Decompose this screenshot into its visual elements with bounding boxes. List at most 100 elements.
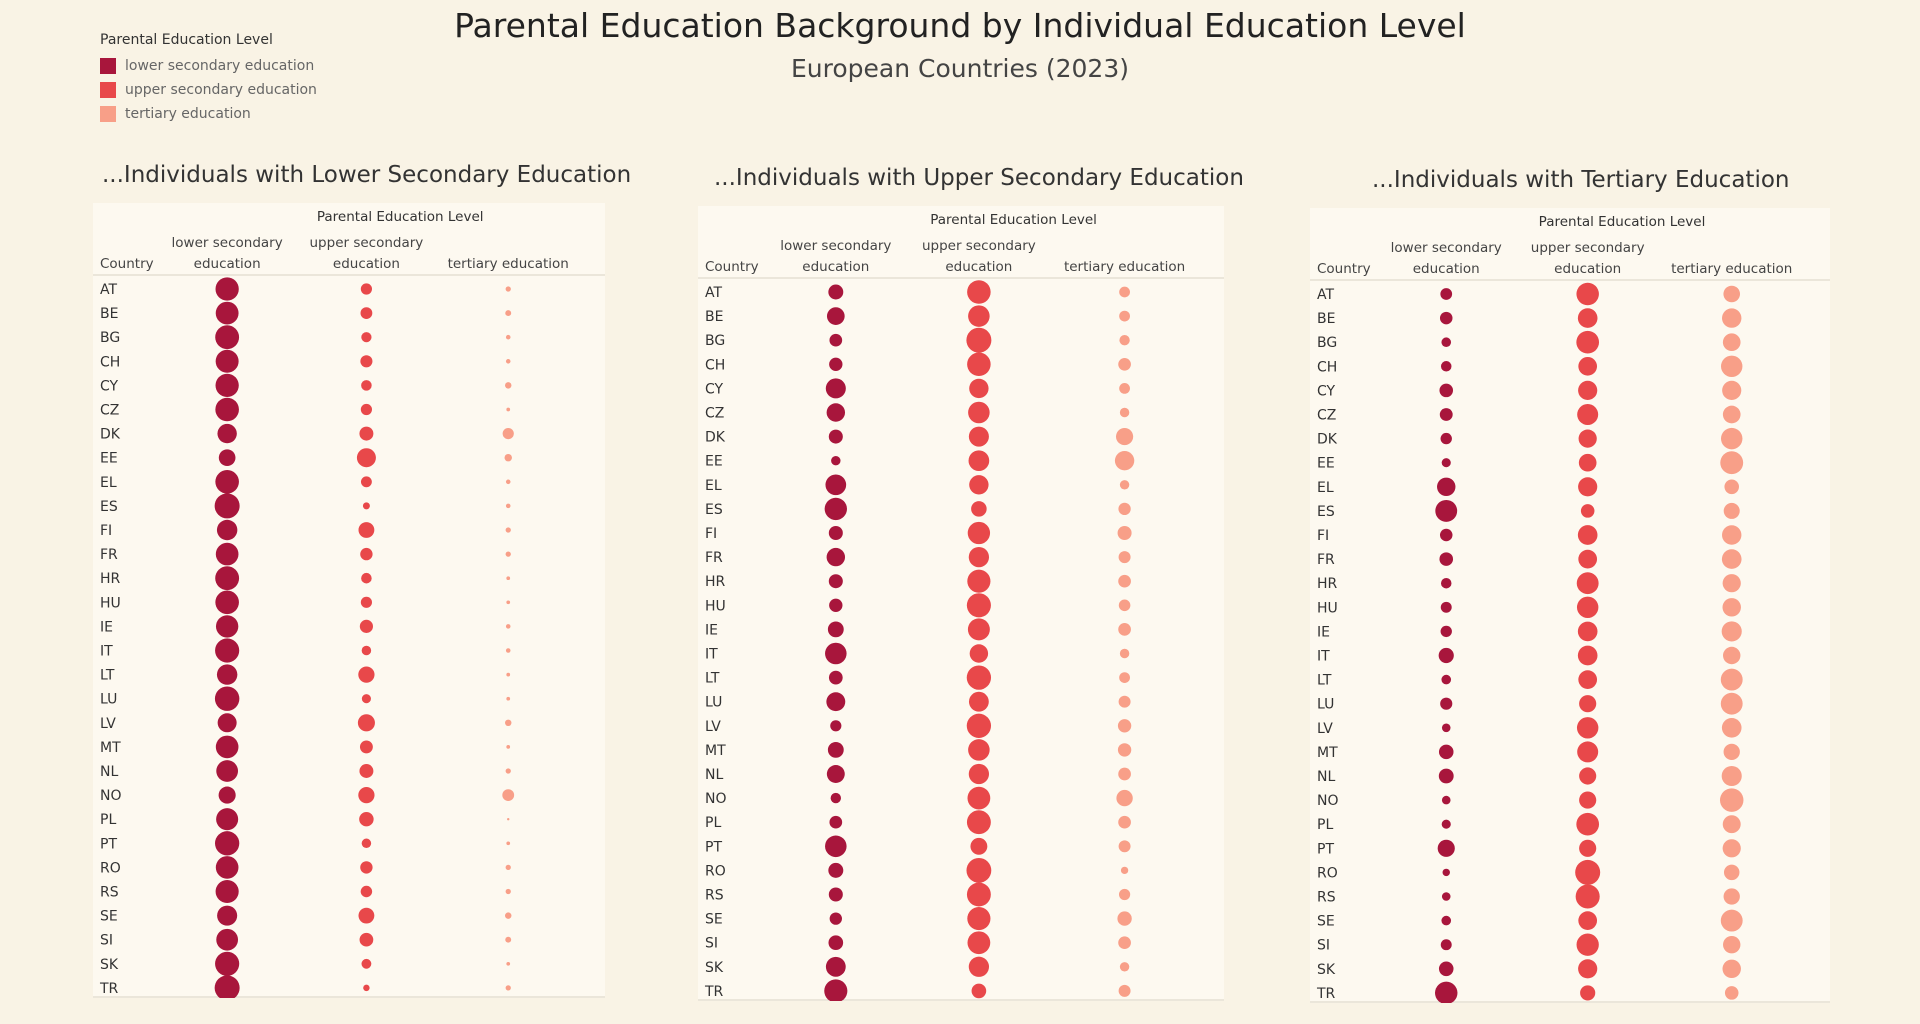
bubble-pl-lower-secondary[interactable]: [829, 815, 843, 829]
bubble-ie-upper-secondary[interactable]: [359, 619, 373, 633]
bubble-mt-tertiary[interactable]: [1723, 743, 1740, 761]
bubble-ch-upper-secondary[interactable]: [1578, 356, 1598, 376]
bubble-pl-upper-secondary[interactable]: [359, 811, 374, 827]
bubble-pl-lower-secondary[interactable]: [1441, 819, 1451, 829]
bubble-ee-lower-secondary[interactable]: [831, 455, 841, 466]
bubble-ee-tertiary[interactable]: [1114, 451, 1135, 471]
bubble-lv-upper-secondary[interactable]: [357, 714, 375, 732]
bubble-it-upper-secondary[interactable]: [361, 645, 372, 656]
bubble-es-upper-secondary[interactable]: [1580, 504, 1595, 518]
bubble-it-lower-secondary[interactable]: [1438, 647, 1454, 664]
bubble-lt-tertiary[interactable]: [1119, 672, 1130, 683]
bubble-bg-lower-secondary[interactable]: [1441, 337, 1452, 347]
bubble-rs-lower-secondary[interactable]: [1441, 892, 1451, 901]
bubble-hr-tertiary[interactable]: [1118, 574, 1131, 588]
bubble-rs-upper-secondary[interactable]: [966, 882, 991, 907]
bubble-tr-upper-secondary[interactable]: [1580, 985, 1596, 1001]
bubble-ie-lower-secondary[interactable]: [827, 621, 844, 638]
bubble-fi-upper-secondary[interactable]: [1577, 525, 1598, 545]
bubble-ro-tertiary[interactable]: [505, 864, 511, 871]
bubble-tr-lower-secondary[interactable]: [824, 979, 848, 1001]
bubble-dk-upper-secondary[interactable]: [1578, 429, 1597, 448]
bubble-no-tertiary[interactable]: [1719, 788, 1744, 812]
bubble-hr-tertiary[interactable]: [506, 576, 511, 581]
bubble-bg-lower-secondary[interactable]: [215, 325, 240, 350]
bubble-pl-lower-secondary[interactable]: [216, 808, 239, 831]
bubble-mt-upper-secondary[interactable]: [359, 740, 373, 754]
bubble-lv-upper-secondary[interactable]: [966, 713, 992, 738]
bubble-dk-tertiary[interactable]: [1721, 427, 1743, 450]
bubble-pt-tertiary[interactable]: [1118, 840, 1131, 853]
bubble-nl-tertiary[interactable]: [505, 768, 511, 774]
bubble-it-tertiary[interactable]: [1119, 648, 1130, 659]
bubble-bg-upper-secondary[interactable]: [361, 332, 372, 343]
bubble-at-lower-secondary[interactable]: [828, 284, 844, 300]
bubble-sk-tertiary[interactable]: [506, 961, 511, 966]
bubble-ch-tertiary[interactable]: [1118, 357, 1131, 371]
bubble-si-lower-secondary[interactable]: [216, 928, 239, 951]
bubble-bg-lower-secondary[interactable]: [829, 333, 843, 347]
bubble-rs-tertiary[interactable]: [1723, 888, 1740, 905]
bubble-ee-upper-secondary[interactable]: [1578, 453, 1597, 472]
bubble-hu-tertiary[interactable]: [1118, 599, 1131, 612]
bubble-fr-upper-secondary[interactable]: [968, 546, 990, 568]
bubble-ee-lower-secondary[interactable]: [1441, 458, 1451, 468]
bubble-es-tertiary[interactable]: [505, 503, 511, 509]
bubble-hu-lower-secondary[interactable]: [215, 590, 239, 615]
bubble-it-tertiary[interactable]: [505, 648, 511, 653]
bubble-pl-tertiary[interactable]: [507, 818, 510, 821]
bubble-es-lower-secondary[interactable]: [824, 497, 847, 521]
bubble-rs-lower-secondary[interactable]: [828, 887, 843, 902]
bubble-si-tertiary[interactable]: [1118, 936, 1131, 950]
bubble-ch-tertiary[interactable]: [1721, 355, 1743, 378]
bubble-ee-tertiary[interactable]: [504, 453, 512, 462]
bubble-nl-upper-secondary[interactable]: [1579, 767, 1597, 785]
bubble-hu-lower-secondary[interactable]: [829, 598, 843, 612]
bubble-fi-upper-secondary[interactable]: [358, 522, 375, 538]
bubble-se-upper-secondary[interactable]: [358, 907, 375, 924]
bubble-ee-tertiary[interactable]: [1720, 451, 1744, 475]
bubble-cz-upper-secondary[interactable]: [968, 401, 990, 424]
bubble-el-upper-secondary[interactable]: [1578, 477, 1598, 497]
bubble-ro-tertiary[interactable]: [1723, 864, 1740, 881]
bubble-sk-upper-secondary[interactable]: [1578, 959, 1598, 979]
bubble-si-upper-secondary[interactable]: [1576, 933, 1599, 956]
bubble-ie-lower-secondary[interactable]: [215, 615, 239, 638]
bubble-rs-upper-secondary[interactable]: [360, 885, 373, 898]
bubble-cz-tertiary[interactable]: [1119, 407, 1130, 418]
bubble-cy-tertiary[interactable]: [1119, 383, 1130, 394]
bubble-sk-tertiary[interactable]: [1722, 959, 1741, 979]
bubble-ro-lower-secondary[interactable]: [215, 856, 239, 879]
bubble-lt-tertiary[interactable]: [1720, 668, 1743, 691]
bubble-mt-tertiary[interactable]: [1117, 743, 1132, 757]
bubble-at-tertiary[interactable]: [1723, 285, 1741, 303]
bubble-nl-lower-secondary[interactable]: [216, 760, 239, 782]
bubble-rs-tertiary[interactable]: [505, 888, 511, 895]
legend-item-tertiary[interactable]: tertiary education: [100, 102, 317, 126]
bubble-hr-upper-secondary[interactable]: [967, 569, 991, 593]
bubble-sk-lower-secondary[interactable]: [825, 956, 846, 977]
bubble-tr-tertiary[interactable]: [1118, 984, 1131, 997]
bubble-el-upper-secondary[interactable]: [360, 476, 372, 488]
bubble-hu-lower-secondary[interactable]: [1440, 601, 1452, 613]
bubble-dk-tertiary[interactable]: [1116, 428, 1134, 446]
bubble-it-upper-secondary[interactable]: [1577, 645, 1598, 666]
bubble-ch-tertiary[interactable]: [505, 359, 511, 364]
bubble-sk-tertiary[interactable]: [1119, 962, 1130, 972]
bubble-be-upper-secondary[interactable]: [968, 305, 990, 327]
bubble-si-tertiary[interactable]: [505, 936, 512, 943]
bubble-no-upper-secondary[interactable]: [358, 786, 375, 804]
bubble-it-lower-secondary[interactable]: [215, 638, 240, 663]
bubble-rs-upper-secondary[interactable]: [1575, 884, 1600, 909]
bubble-lu-lower-secondary[interactable]: [1440, 697, 1453, 710]
bubble-at-upper-secondary[interactable]: [1576, 282, 1599, 306]
bubble-sk-upper-secondary[interactable]: [968, 956, 990, 977]
bubble-at-lower-secondary[interactable]: [1440, 288, 1453, 300]
bubble-ie-tertiary[interactable]: [1118, 623, 1131, 636]
bubble-no-lower-secondary[interactable]: [218, 786, 236, 804]
bubble-tr-tertiary[interactable]: [505, 985, 511, 991]
bubble-ro-upper-secondary[interactable]: [360, 861, 373, 874]
bubble-ro-upper-secondary[interactable]: [966, 857, 992, 883]
bubble-lu-tertiary[interactable]: [506, 696, 511, 701]
bubble-lu-tertiary[interactable]: [1118, 695, 1131, 708]
